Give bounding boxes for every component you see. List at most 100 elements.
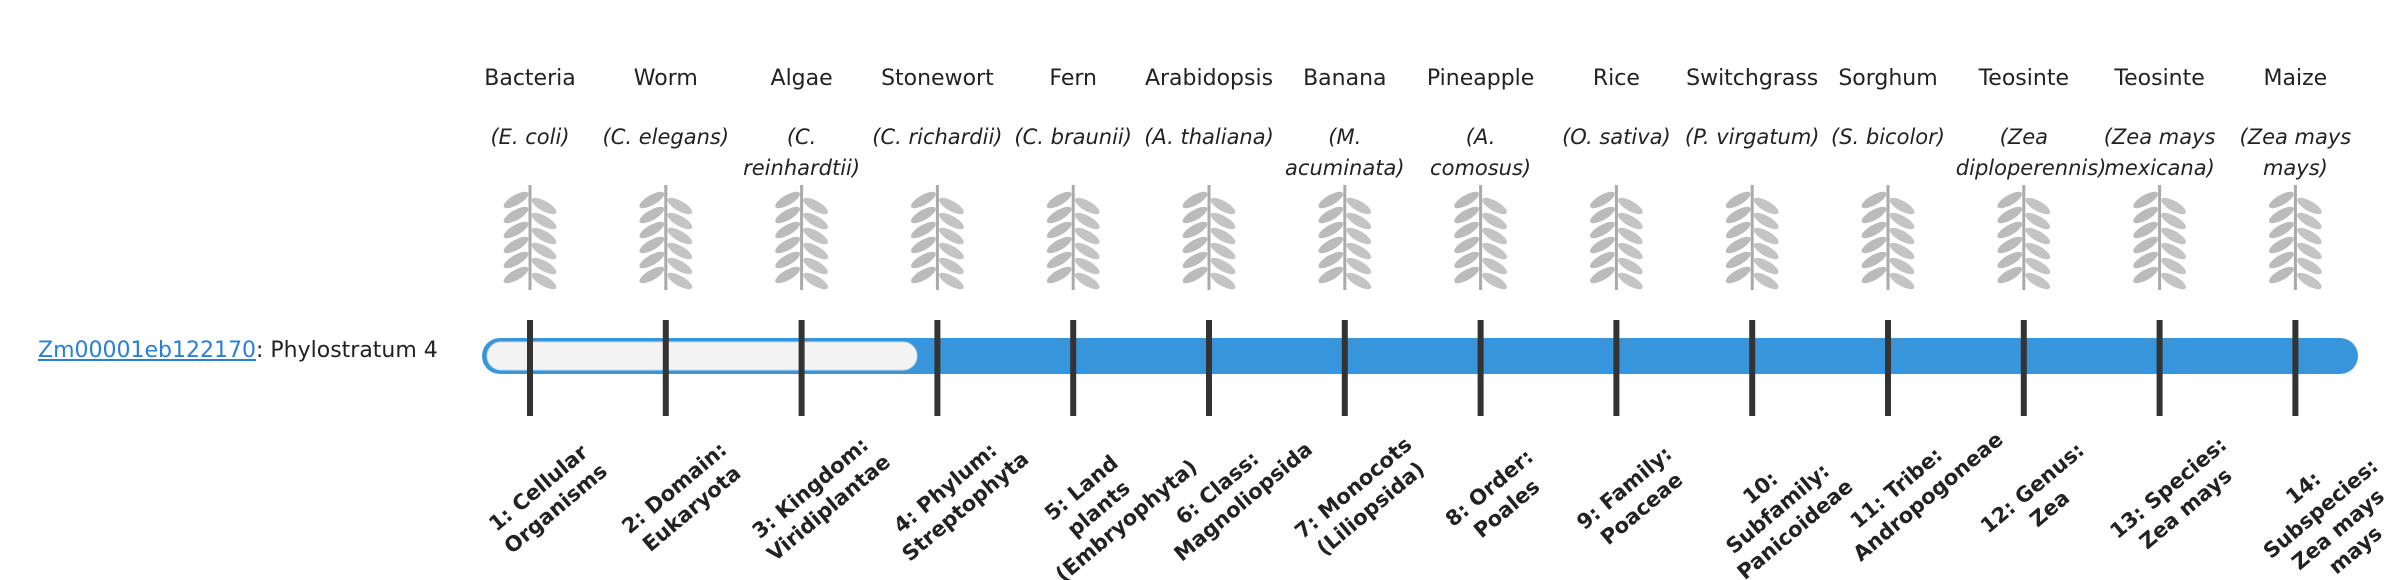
organism-species: (C. richardii)	[872, 125, 1003, 149]
leaf	[939, 197, 964, 215]
leaf	[1618, 212, 1643, 230]
leaf	[911, 221, 936, 239]
leaf	[2161, 242, 2186, 260]
gene-link[interactable]: Zm00001eb122170	[38, 338, 256, 363]
organism-name: Rice	[1592, 66, 1640, 91]
leaf	[911, 206, 936, 224]
leaf	[1454, 236, 1479, 254]
leaf	[1889, 257, 1915, 275]
leaf	[803, 242, 828, 260]
organism-name: Algae	[770, 66, 833, 91]
leaf	[1590, 266, 1615, 284]
leaf	[1590, 251, 1615, 269]
leaf	[803, 197, 828, 215]
leaf	[667, 242, 693, 260]
leaf	[775, 221, 800, 239]
leaf	[1753, 212, 1779, 230]
organism-species: (E. coli)	[490, 125, 570, 149]
leaf	[1482, 257, 1507, 275]
leaf	[1074, 257, 1100, 275]
leaf	[667, 197, 693, 215]
leaf	[1590, 191, 1615, 209]
leaf	[2025, 227, 2051, 245]
leaf	[1590, 221, 1615, 239]
organism-name: Maize	[2263, 66, 2328, 91]
organism-name: Fern	[1049, 66, 1097, 91]
leaf	[531, 197, 557, 215]
leaf	[2025, 197, 2051, 215]
leaf	[531, 257, 557, 275]
leaf	[503, 221, 529, 239]
leaf	[2161, 212, 2186, 230]
leaf	[1318, 236, 1344, 254]
leaf	[911, 236, 936, 254]
leaf	[1210, 197, 1236, 215]
leaf	[2269, 221, 2294, 239]
bar-unfilled	[486, 341, 918, 371]
organism-illustration	[1454, 185, 1507, 290]
leaf	[2297, 272, 2322, 290]
leaf	[1618, 272, 1643, 290]
leaf	[1889, 212, 1915, 230]
organism-illustration	[1997, 185, 2051, 290]
leaf	[1997, 191, 2023, 209]
leaf	[1046, 251, 1072, 269]
organism-species: (Zea diploperennis)	[1955, 125, 2107, 180]
organism-species: (S. bicolor)	[1831, 125, 1945, 149]
leaf	[503, 206, 529, 224]
leaf	[1725, 206, 1751, 224]
leaf	[1454, 191, 1479, 209]
leaf	[1210, 272, 1236, 290]
leaf	[1861, 236, 1887, 254]
leaf	[1182, 206, 1208, 224]
leaf	[1346, 242, 1372, 260]
leaf	[1482, 197, 1507, 215]
leaf	[1182, 191, 1208, 209]
leaf	[775, 191, 800, 209]
leaf	[1618, 197, 1643, 215]
organism-name: Bacteria	[484, 66, 576, 91]
leaf	[1074, 227, 1100, 245]
leaf	[1454, 206, 1479, 224]
leaf	[1182, 266, 1208, 284]
leaf	[1210, 257, 1236, 275]
organism-illustration	[2133, 185, 2186, 290]
leaf	[2297, 242, 2322, 260]
leaf	[2133, 206, 2158, 224]
leaf	[2161, 272, 2186, 290]
leaf	[1346, 257, 1372, 275]
organism-species: (O. sativa)	[1562, 125, 1671, 149]
leaf	[939, 227, 964, 245]
organism-species: (Zea mays mexicana)	[2103, 125, 2216, 180]
organism-name: Pineapple	[1426, 66, 1535, 91]
leaf	[1997, 266, 2023, 284]
leaf	[939, 272, 964, 290]
leaf	[1725, 266, 1751, 284]
leaf	[1997, 221, 2023, 239]
organism-species: (M. acuminata)	[1285, 125, 1405, 180]
leaf	[775, 266, 800, 284]
leaf	[2269, 206, 2294, 224]
leaf	[1618, 257, 1643, 275]
organism-illustration	[1590, 185, 1643, 290]
leaf	[1725, 236, 1751, 254]
leaf	[1861, 221, 1887, 239]
ticks	[527, 320, 2299, 416]
organism-name: Teosinte	[2114, 66, 2205, 91]
organism-illustration	[1861, 185, 1915, 290]
leaf	[1454, 266, 1479, 284]
leaf	[1618, 227, 1643, 245]
organism-name: Arabidopsis	[1144, 66, 1274, 91]
leaf	[1454, 251, 1479, 269]
leaf	[1590, 206, 1615, 224]
organism-name: Worm	[633, 66, 698, 91]
leaf	[2269, 191, 2294, 209]
leaf	[667, 227, 693, 245]
leaf	[2297, 257, 2322, 275]
leaf	[1346, 212, 1372, 230]
leaf	[911, 266, 936, 284]
leaf	[1318, 206, 1344, 224]
leaf	[775, 251, 800, 269]
organism-species: (C. braunii)	[1014, 125, 1132, 149]
